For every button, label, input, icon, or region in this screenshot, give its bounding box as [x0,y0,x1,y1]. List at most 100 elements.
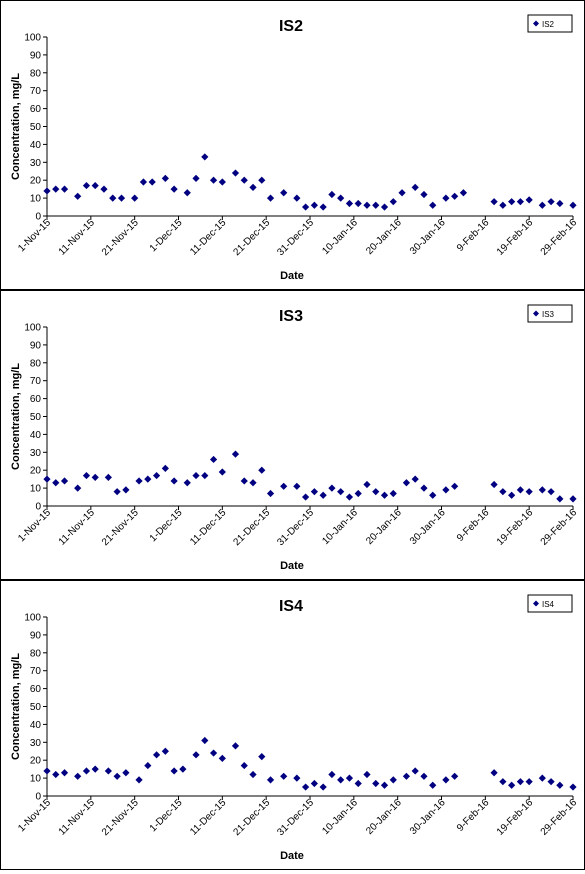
data-point [135,776,143,784]
x-tick-label: 10-Jan-16 [320,507,360,547]
x-tick-label: 21-Nov-15 [100,507,141,548]
data-point [135,477,143,485]
data-point [569,495,577,503]
y-tick-label: 60 [30,684,42,695]
x-tick-label: 11-Nov-15 [57,217,98,258]
y-tick-label: 20 [30,466,42,477]
x-tick-label: 19-Feb-16 [495,507,536,548]
data-point [451,482,459,490]
y-tick-label: 40 [30,430,42,441]
y-tick-label: 10 [30,194,42,205]
data-point [547,778,555,786]
x-tick-label: 9-Feb-16 [455,507,492,544]
legend: IS2 [527,14,573,33]
data-point [74,772,82,780]
data-point [122,486,130,494]
data-point [328,484,336,492]
data-point [161,174,169,183]
data-point [218,754,226,763]
data-point [144,475,152,483]
data-point [398,189,406,197]
x-tick-label: 9-Feb-16 [455,797,492,834]
x-tick-label: 21-Dec-15 [231,507,272,548]
data-point [380,203,389,211]
data-point [209,749,218,757]
x-tick-label: 20-Jan-16 [364,797,404,837]
data-point [508,781,516,789]
data-point [328,190,336,199]
y-tick-label: 100 [24,33,41,44]
data-point [240,477,248,485]
data-point [218,468,226,476]
y-tick-label: 10 [30,484,42,495]
y-tick-label: 70 [30,666,42,677]
data-point [82,471,91,480]
data-point [328,770,336,779]
data-point [556,781,564,789]
data-point [429,491,437,499]
data-point [122,769,130,777]
data-point [556,495,564,503]
data-point [152,471,161,480]
data-point [60,769,69,777]
chart-title: IS4 [279,598,303,615]
y-tick-label: 90 [30,630,42,641]
data-point [345,493,354,501]
chart-panel-is4: IS4 0 10 20 30 40 50 60 70 80 90 100 1-Nov-15 11-Nov-… [0,580,585,870]
data-point [266,776,275,784]
data-point [240,761,248,770]
data-point [538,201,546,209]
y-axis-title: Concentration, mg/L [10,73,22,180]
legend: IS4 [527,594,573,613]
x-tick-label: 31-Dec-15 [275,217,316,258]
data-point [192,471,200,480]
y-tick-label: 100 [24,613,41,624]
legend-box [527,594,573,613]
y-axis-title: Concentration, mg/L [10,653,22,760]
x-tick-label: 19-Feb-16 [495,217,536,258]
x-axis-title: Date [280,270,304,282]
data-point [240,176,248,184]
x-tick-label: 11-Nov-15 [57,507,98,548]
data-point [380,491,389,499]
x-tick-label: 19-Feb-16 [495,797,536,838]
data-point [293,774,301,782]
data-point [538,774,546,782]
data-point [302,783,310,791]
data-point [556,199,564,208]
data-point [148,178,156,186]
data-point [192,174,200,183]
data-point [258,176,266,184]
data-point [183,479,191,487]
data-point [459,189,468,197]
data-point [231,742,240,750]
x-tick-label: 21-Dec-15 [231,217,272,258]
x-tick-label: 31-Dec-15 [275,797,316,838]
x-tick-label: 10-Jan-16 [320,797,360,837]
chart-title: IS2 [279,18,303,35]
data-point [411,767,419,775]
data-point [345,199,354,208]
legend-label: IS2 [542,20,555,29]
data-point [170,767,178,775]
data-point [280,189,288,197]
data-point [380,781,389,789]
y-axis-title: Concentration, mg/L [10,363,22,470]
x-tick-label: 11-Dec-15 [188,217,229,258]
data-point [117,194,126,202]
data-point [60,185,69,193]
data-point [337,488,345,496]
y-tick-label: 20 [30,176,42,187]
data-point [104,473,112,481]
data-point [319,491,327,499]
data-point [293,482,301,490]
x-tick-label: 11-Dec-15 [188,507,229,548]
data-point [442,194,450,202]
x-tick-label: 11-Nov-15 [57,797,98,838]
data-point [209,176,218,184]
data-point [337,776,345,784]
data-point [516,486,524,494]
data-point [525,488,533,496]
data-point [429,201,437,209]
y-tick-label: 90 [30,50,42,61]
